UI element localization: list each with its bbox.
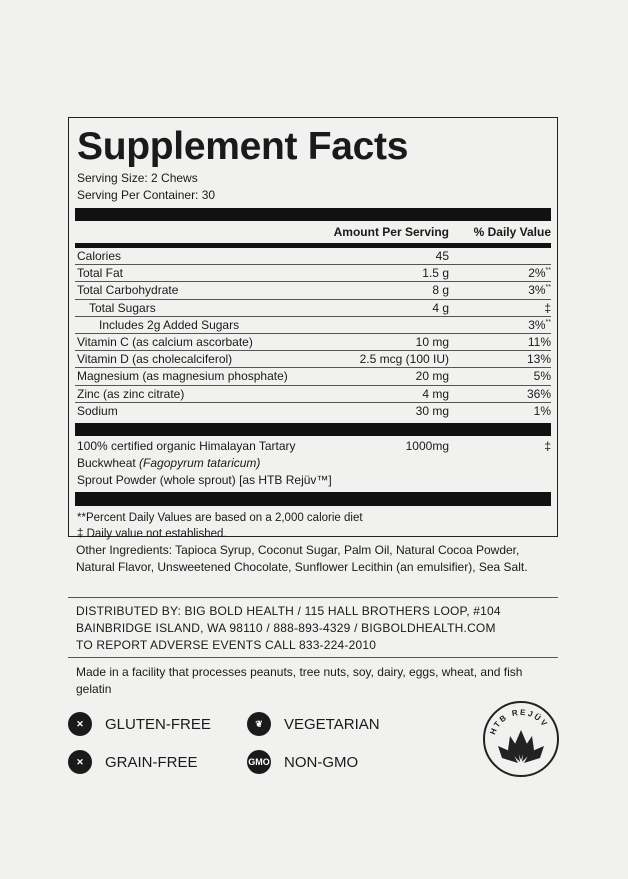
nutrient-name: Vitamin D (as cholecalciferol)	[77, 352, 233, 367]
nutrient-name: Vitamin C (as calcium ascorbate)	[77, 335, 253, 350]
buckwheat-name-3: Sprout Powder (whole sprout) [as HTB Rej…	[77, 472, 332, 487]
nutrient-dv: 11%	[527, 335, 551, 350]
nutrient-amount: 4 g	[432, 300, 449, 315]
distributor-info: Distributed by: Big Bold Health / 115 Ha…	[76, 603, 501, 654]
leaf-icon: ❦	[247, 712, 271, 736]
dv-header: % Daily Value	[473, 225, 551, 239]
buckwheat-amount: 1000mg	[405, 438, 449, 453]
nutrient-dv: 3%**	[528, 317, 551, 332]
buckwheat-latin: (Fagopyrum tataricum)	[139, 455, 261, 470]
nutrient-amount: 20 mg	[415, 369, 449, 384]
distributor-line: Bainbridge Island, WA 98110 / 888-893-43…	[76, 621, 496, 635]
nutrient-name: Calories	[77, 249, 122, 264]
nutrient-row: Vitamin D (as cholecalciferol) 2.5 mcg (1…	[75, 351, 551, 369]
divider	[68, 657, 558, 658]
nutrient-amount: 10 mg	[415, 335, 449, 350]
svg-text:HTB REJÜV: HTB REJÜV	[488, 708, 550, 736]
nutrient-row: Vitamin C (as calcium ascorbate) 10 mg 11%	[75, 334, 551, 352]
nutrient-name: Sodium	[77, 403, 118, 418]
nutrient-row: Total Fat 1.5 g 2%**	[75, 265, 551, 283]
serving-size: Serving Size: 2 Chews	[77, 171, 198, 185]
nutrient-dv: ‡	[544, 300, 551, 315]
buckwheat-name-1: 100% certified organic Himalayan Tartary	[77, 438, 296, 453]
nutrient-amount: 8 g	[432, 283, 449, 298]
badge-label: GRAIN-FREE	[105, 753, 198, 771]
nutrient-name: Zinc (as zinc citrate)	[77, 386, 185, 401]
nutrient-name: Includes 2g Added Sugars	[99, 317, 240, 332]
nutrient-dv: 3%**	[528, 283, 551, 298]
divider-bar	[75, 208, 551, 221]
nutrient-name: Total Carbohydrate	[77, 283, 179, 298]
amount-header: Amount Per Serving	[333, 225, 449, 239]
divider-bar	[75, 491, 551, 506]
nutrient-amount: 2.5 mcg (100 IU)	[359, 352, 449, 367]
buckwheat-dv: ‡	[544, 438, 551, 453]
nutrient-rows: Calories 45 Total Fat 1.5 g 2%** Total Carboh…	[75, 248, 551, 419]
nutrient-row: Magnesium (as magnesium phosphate) 20 mg 5…	[75, 368, 551, 386]
nutrient-amount: 30 mg	[415, 403, 449, 418]
nutrient-dv: 13%	[526, 352, 551, 367]
nutrient-row: Includes 2g Added Sugars 3%**	[75, 317, 551, 334]
footnotes: **Percent Daily Values are based on a 2,…	[75, 510, 551, 542]
grain-crossed-icon: ✕	[68, 750, 92, 774]
nutrient-amount: 4 mg	[422, 386, 449, 401]
distributor-line: To report adverse events call 833-224-20…	[76, 638, 377, 652]
nutrient-row: Total Carbohydrate 8 g 3%**	[75, 282, 551, 300]
nutrient-dv: 5%	[533, 369, 551, 384]
nutrient-amount: 1.5 g	[422, 266, 449, 281]
badge-label: GLUTEN-FREE	[105, 715, 211, 733]
non-gmo-badge: GMO NON-GMO	[247, 750, 358, 774]
buckwheat-row: 100% certified organic Himalayan Tartary…	[75, 438, 551, 489]
grain-free-badge: ✕ GRAIN-FREE	[68, 750, 198, 774]
servings-per-container: Serving Per Container: 30	[77, 188, 216, 202]
vegetarian-badge: ❦ VEGETARIAN	[247, 712, 380, 736]
buckwheat-name-2: Buckwheat	[77, 455, 140, 470]
nutrient-row: Zinc (as zinc citrate) 4 mg 36%	[75, 386, 551, 403]
footnote: ‡ Daily value not established.	[77, 527, 227, 540]
supplement-facts-panel: Supplement Facts Serving Size: 2 Chews S…	[68, 117, 558, 540]
wheat-crossed-icon: ✕	[68, 712, 92, 736]
panel-title: Supplement Facts	[77, 125, 409, 168]
nutrient-dv: 1%	[533, 403, 551, 418]
table-header: Amount Per Serving % Daily Value	[75, 221, 551, 248]
gluten-free-badge: ✕ GLUTEN-FREE	[68, 712, 211, 736]
nutrient-row: Calories 45	[75, 248, 551, 266]
divider	[68, 597, 558, 598]
htb-rejuv-logo: HTB REJÜV	[483, 701, 559, 777]
footnote: **Percent Daily Values are based on a 2,…	[77, 511, 363, 524]
nutrient-name: Total Sugars	[89, 300, 156, 315]
allergen-statement: Made in a facility that processes peanut…	[76, 665, 523, 696]
badge-label: VEGETARIAN	[284, 715, 380, 733]
nutrient-dv: 36%	[526, 386, 551, 401]
nutrient-row: Sodium 30 mg 1%	[75, 403, 551, 419]
nutrient-name: Magnesium (as magnesium phosphate)	[77, 369, 288, 384]
divider-bar	[75, 422, 551, 436]
nutrient-name: Total Fat	[77, 266, 124, 281]
nutrient-dv: 2%**	[528, 266, 551, 281]
gmo-icon: GMO	[247, 750, 271, 774]
nutrient-amount: 45	[435, 249, 449, 264]
nutrient-row: Total Sugars 4 g ‡	[75, 300, 551, 317]
distributor-line: Distributed by: Big Bold Health / 115 Ha…	[76, 604, 501, 618]
other-ingredients: Other Ingredients: Tapioca Syrup, Coconu…	[76, 543, 528, 574]
badge-label: NON-GMO	[284, 753, 359, 771]
